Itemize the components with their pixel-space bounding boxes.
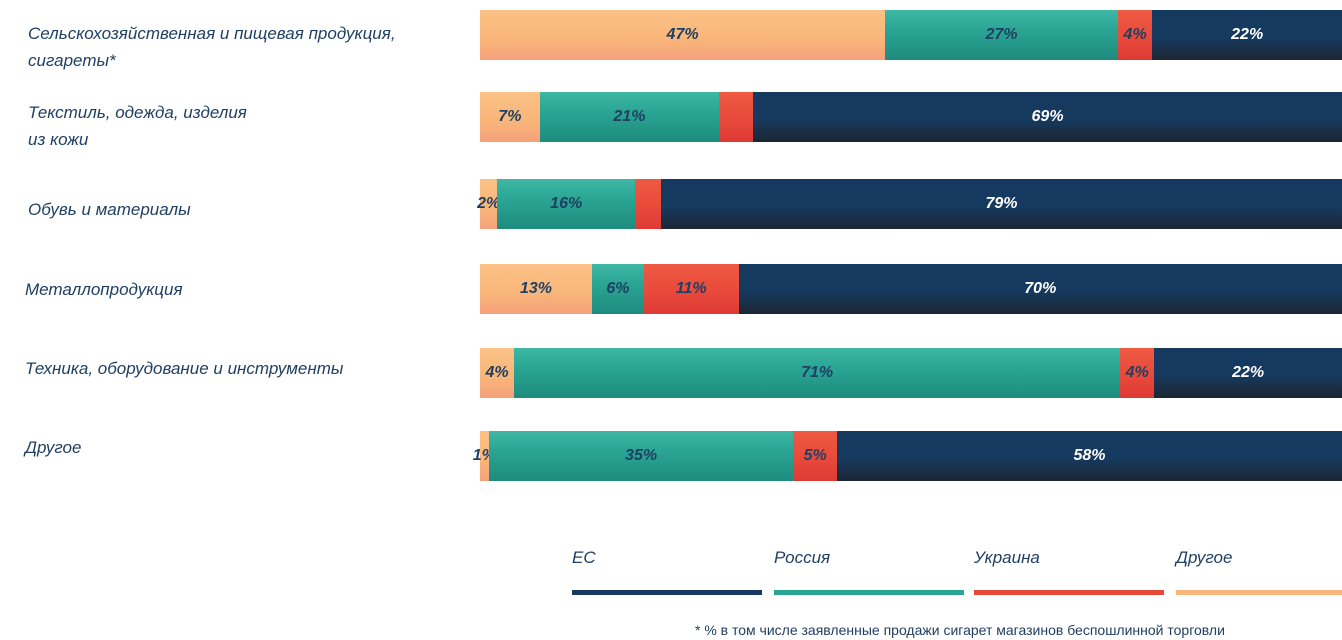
legend-swatch bbox=[774, 590, 964, 595]
bar-row: 13% 6% 11% 70% bbox=[480, 264, 1342, 314]
bar-segment-Другое: 2% bbox=[477, 179, 501, 229]
category-label: Сельскохозяйственная и пищевая продукция… bbox=[28, 20, 468, 74]
bar-segment-Украина: 4% bbox=[1117, 10, 1153, 60]
bar-segment-Другое: 7% bbox=[480, 92, 540, 142]
bar-row: 7% 21% 69% bbox=[480, 92, 1342, 142]
bar-segment-Украина bbox=[635, 179, 662, 229]
bar-segment-Россия: 35% bbox=[488, 431, 794, 481]
category-label: Текстиль, одежда, изделия из кожи bbox=[28, 99, 468, 153]
legend-item: Россия bbox=[774, 548, 964, 595]
category-label-line: Металлопродукция bbox=[25, 280, 183, 299]
legend-swatch bbox=[974, 590, 1164, 595]
bar-segment-Россия: 21% bbox=[539, 92, 719, 142]
bar-segment-Россия: 16% bbox=[497, 179, 636, 229]
category-label: Техника, оборудование и инструменты bbox=[25, 355, 465, 382]
bar-segment-Украина: 4% bbox=[1120, 348, 1155, 398]
bar-value-label: 16% bbox=[550, 195, 583, 212]
bar-value-label: 79% bbox=[985, 195, 1018, 212]
bar-row: 4% 71% 4% 22% bbox=[480, 348, 1342, 398]
legend-item: ЕС bbox=[572, 548, 762, 595]
bar-segment-ЕС: 22% bbox=[1154, 348, 1342, 398]
bar-value-label: 7% bbox=[498, 108, 522, 125]
category-label-line: Другое bbox=[25, 438, 82, 457]
bar-value-label: 58% bbox=[1073, 447, 1106, 464]
bar-value-label: 4% bbox=[1125, 364, 1149, 381]
bar-value-label: 21% bbox=[613, 108, 646, 125]
bar-value-label: 13% bbox=[520, 280, 553, 297]
bar-value-label: 69% bbox=[1031, 108, 1064, 125]
bar-value-label: 47% bbox=[666, 26, 699, 43]
legend-swatch bbox=[572, 590, 762, 595]
bar-segment-Другое: 13% bbox=[480, 264, 593, 314]
legend-label: Другое bbox=[1176, 548, 1233, 567]
bar-row: 2% 16% 79% bbox=[477, 179, 1342, 229]
bar-segment-Россия: 71% bbox=[514, 348, 1121, 398]
bar-segment-Другое: 47% bbox=[480, 10, 886, 60]
category-label: Металлопродукция bbox=[25, 276, 465, 303]
bar-segment-Другое: 4% bbox=[480, 348, 515, 398]
bar-value-label: 71% bbox=[801, 364, 834, 381]
bar-value-label: 2% bbox=[477, 195, 501, 212]
category-label: Другое bbox=[25, 434, 465, 461]
bar-value-label: 22% bbox=[1232, 364, 1265, 381]
bar-segment-Россия: 6% bbox=[592, 264, 644, 314]
category-label-line: Текстиль, одежда, изделия bbox=[28, 103, 247, 122]
footnote: * % в том числе заявленные продажи сигар… bbox=[695, 622, 1225, 638]
category-label-line: из кожи bbox=[28, 130, 89, 149]
bar-segment-ЕС: 70% bbox=[738, 264, 1342, 314]
bar-segment-ЕС: 79% bbox=[661, 179, 1342, 229]
bar-segment-ЕС: 69% bbox=[753, 92, 1342, 142]
bar-segment-ЕС: 22% bbox=[1152, 10, 1342, 60]
bar-segment-Россия: 27% bbox=[885, 10, 1118, 60]
bar-row: 47% 27% 4% 22% bbox=[480, 10, 1342, 60]
legend-label: ЕС bbox=[572, 548, 596, 567]
bar-value-label: 4% bbox=[485, 364, 509, 381]
legend-item: Украина bbox=[974, 548, 1164, 595]
legend-item: Другое bbox=[1176, 548, 1342, 595]
bar-segment-Другое: 1% bbox=[473, 431, 496, 481]
category-label-line: Сельскохозяйственная и пищевая продукция… bbox=[28, 24, 396, 43]
bar-segment-ЕС: 58% bbox=[836, 431, 1342, 481]
bar-segment-Украина: 11% bbox=[643, 264, 739, 314]
bar-segment-Украина: 5% bbox=[793, 431, 837, 481]
bar-value-label: 5% bbox=[803, 447, 827, 464]
legend-label: Украина bbox=[974, 548, 1040, 567]
legend-swatch bbox=[1176, 590, 1342, 595]
bar-row: 1% 35% 5% 58% bbox=[473, 431, 1342, 481]
bar-value-label: 70% bbox=[1024, 280, 1057, 297]
bar-value-label: 4% bbox=[1123, 26, 1147, 43]
bar-value-label: 27% bbox=[985, 26, 1018, 43]
bar-value-label: 6% bbox=[606, 280, 630, 297]
bar-segment-Украина bbox=[718, 92, 754, 142]
category-label-line: сигареты* bbox=[28, 51, 116, 70]
category-label: Обувь и материалы bbox=[28, 196, 468, 223]
bar-value-label: 11% bbox=[675, 280, 707, 297]
bar-value-label: 22% bbox=[1231, 26, 1264, 43]
bar-value-label: 35% bbox=[625, 447, 658, 464]
category-label-line: Обувь и материалы bbox=[28, 200, 191, 219]
legend-label: Россия bbox=[774, 548, 831, 567]
category-label-line: Техника, оборудование и инструменты bbox=[25, 359, 344, 378]
